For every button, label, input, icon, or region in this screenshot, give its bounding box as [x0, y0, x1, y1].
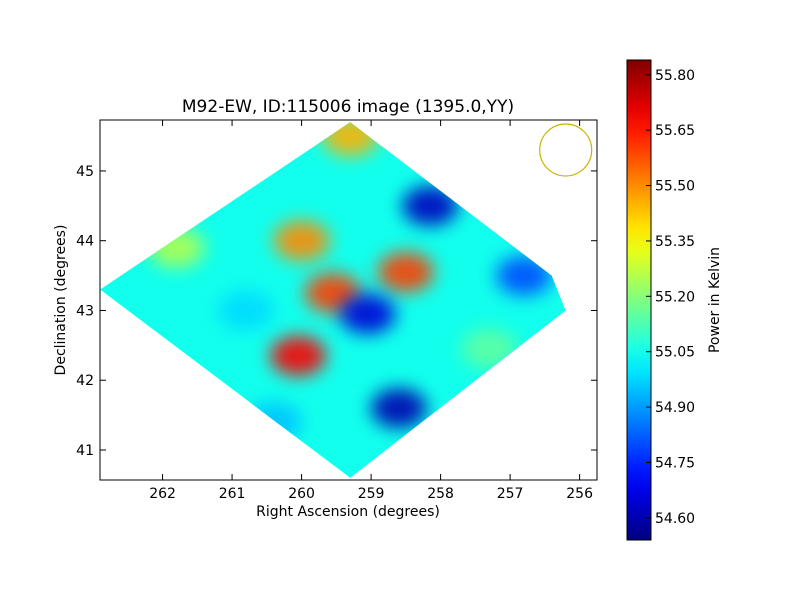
- heatmap-feature: [496, 255, 552, 296]
- x-tick-label: 258: [427, 486, 454, 502]
- y-tick-label: 43: [76, 303, 94, 319]
- colorbar-tick-label: 55.65: [655, 123, 695, 139]
- y-axis-label: Declination (degrees): [53, 225, 69, 376]
- x-tick-label: 260: [288, 486, 315, 502]
- y-tick-label: 41: [76, 443, 94, 459]
- colorbar-tick-label: 54.90: [655, 400, 695, 416]
- x-tick-label: 262: [149, 486, 176, 502]
- x-tick-label: 257: [497, 486, 524, 502]
- heatmap-feature: [377, 252, 434, 293]
- colorbar-tick-label: 55.80: [655, 68, 695, 84]
- heatmap-feature: [370, 388, 427, 429]
- colorbar-gradient: [626, 59, 652, 541]
- plot-frame: [99, 119, 598, 481]
- y-axis: 41 42 43 44 45: [76, 164, 597, 459]
- heatmap-feature: [218, 290, 274, 331]
- x-tick-label: 261: [219, 486, 246, 502]
- colorbar: 55.80 55.65 55.50 55.35 55.20 55.05 54.90 54.75…: [626, 59, 695, 541]
- heatmap-feature: [339, 294, 396, 334]
- heatmap-feature: [273, 220, 330, 261]
- colorbar-tick-label: 54.75: [655, 455, 695, 471]
- beam-circle: [539, 123, 593, 177]
- y-tick-label: 44: [76, 234, 94, 250]
- heatmap-feature: [461, 328, 518, 369]
- y-tick-label: 45: [76, 164, 94, 180]
- colorbar-label: Power in Kelvin: [707, 247, 723, 353]
- x-axis: 262 261 260 259 258 257 256: [149, 120, 593, 502]
- colorbar-tick-label: 54.60: [655, 511, 695, 527]
- x-tick-label: 259: [358, 486, 385, 502]
- colorbar-tick-label: 55.20: [655, 289, 695, 305]
- heatmap-feature: [402, 185, 459, 226]
- chart-title: M92-EW, ID:115006 image (1395.0,YY): [182, 97, 514, 117]
- colorbar-tick-label: 55.50: [655, 179, 695, 195]
- heatmap-feature: [270, 335, 327, 376]
- x-tick-label: 256: [566, 486, 593, 502]
- beam-marker: [539, 123, 593, 177]
- y-tick-label: 42: [76, 373, 94, 389]
- colorbar-tick-label: 55.35: [655, 234, 695, 250]
- colorbar-tick-label: 55.05: [655, 345, 695, 361]
- x-axis-label: Right Ascension (degrees): [256, 504, 440, 520]
